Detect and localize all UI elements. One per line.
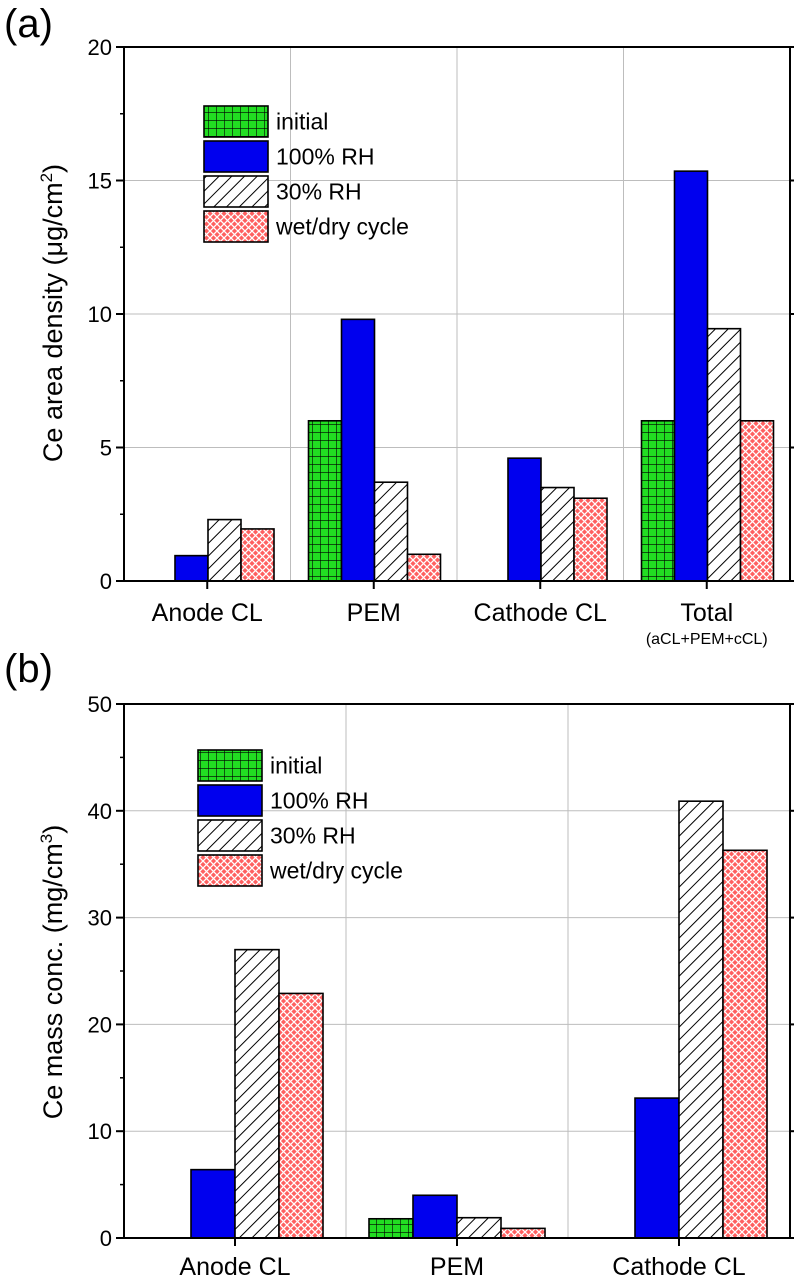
legend-a: initial 100% RH 30% RH wet/dry cycle	[203, 105, 409, 243]
bar-initial-pem	[368, 1217, 414, 1239]
legend-swatch-wet-dry-cycle	[203, 210, 269, 243]
y-tick-label: 15	[88, 169, 112, 194]
legend-label: initial	[270, 753, 322, 779]
legend-label: wet/dry cycle	[275, 214, 409, 240]
legend-label: wet/dry cycle	[269, 858, 403, 884]
y-tick-label: 5	[100, 436, 112, 461]
y-tick-label: 20	[88, 35, 112, 60]
bar-wet-dry-cycle-total	[739, 419, 775, 582]
bar-100-rh-anode-cl	[190, 1168, 236, 1239]
y-tick-label: 20	[88, 1012, 112, 1037]
axes-a: 0 5 10 15 20 Anode CL PEM Cathode CL Total (aCL+P…	[88, 35, 794, 648]
legend-label: initial	[276, 109, 328, 135]
legend-swatch-initial	[197, 749, 263, 782]
panel-label-b: (b)	[4, 647, 53, 691]
y-tick-label: 0	[100, 569, 112, 594]
y-tick-label: 0	[100, 1226, 112, 1251]
bar-wet-dry-cycle-cathode-cl	[573, 497, 608, 582]
y-tick-label: 10	[88, 302, 112, 327]
bar-30-rh-pem	[456, 1216, 502, 1239]
legend-swatch-100-rh	[197, 784, 263, 817]
bar-30-rh-cathode-cl	[540, 486, 575, 582]
bar-wet-dry-cycle-anode-cl	[278, 992, 324, 1239]
panel-a: (a) 0 5 10 15 20 Anode CL PEM Cathode CL Total (a…	[4, 2, 794, 648]
y-axis-label-b: Ce mass conc. (mg/cm3)	[37, 825, 68, 1120]
bars-a	[174, 170, 775, 582]
x-tick-label: Total	[680, 599, 733, 627]
axes-b: 0 10 20 30 40 50 Anode CL PEM Cathode CL	[88, 692, 794, 1280]
bars-b	[190, 800, 768, 1239]
bar-30-rh-cathode-cl	[678, 800, 724, 1239]
y-tick-label: 30	[88, 906, 112, 931]
bar-wet-dry-cycle-pem	[406, 553, 442, 582]
x-tick-sublabel: (aCL+PEM+cCL)	[646, 631, 768, 648]
bar-100-rh-pem	[340, 318, 376, 582]
panel-b: (b) 0 10 20 30 40 50 Anode CL PEM Cathode CL Ce …	[4, 647, 794, 1280]
legend-swatch-wet-dry-cycle	[197, 854, 263, 887]
legend-label: 30% RH	[270, 823, 356, 849]
bar-100-rh-cathode-cl	[507, 457, 542, 582]
bar-30-rh-total	[706, 327, 742, 582]
bar-30-rh-pem	[373, 481, 409, 582]
legend-swatch-30-rh	[197, 819, 263, 852]
bar-wet-dry-cycle-cathode-cl	[722, 849, 768, 1239]
legend-b: initial 100% RH 30% RH wet/dry cycle	[197, 749, 403, 887]
bar-100-rh-pem	[412, 1194, 458, 1239]
x-tick-label: PEM	[430, 1253, 484, 1280]
x-tick-label: Cathode CL	[474, 599, 608, 627]
bar-30-rh-anode-cl	[207, 518, 242, 582]
x-tick-label: Cathode CL	[612, 1253, 746, 1280]
bar-100-rh-total	[673, 170, 709, 582]
legend-swatch-30-rh	[203, 175, 269, 208]
y-tick-label: 10	[88, 1119, 112, 1144]
bar-wet-dry-cycle-anode-cl	[240, 528, 275, 582]
y-tick-label: 50	[88, 692, 112, 717]
legend-swatch-100-rh	[203, 140, 269, 173]
legend-label: 30% RH	[276, 179, 362, 205]
x-tick-label: Anode CL	[179, 1253, 290, 1280]
bar-wet-dry-cycle-pem	[500, 1227, 546, 1239]
bar-100-rh-anode-cl	[174, 554, 209, 582]
legend-swatch-initial	[203, 105, 269, 138]
x-tick-label: Anode CL	[152, 599, 263, 627]
panel-label-a: (a)	[4, 2, 53, 46]
bar-100-rh-cathode-cl	[634, 1097, 680, 1239]
bar-initial-pem	[307, 419, 343, 582]
y-axis-label-a: Ce area density (μg/cm2)	[37, 164, 68, 462]
bar-initial-total	[640, 419, 676, 582]
legend-label: 100% RH	[270, 788, 368, 814]
bar-30-rh-anode-cl	[234, 948, 280, 1239]
y-tick-label: 40	[88, 799, 112, 824]
legend-label: 100% RH	[276, 144, 374, 170]
x-tick-label: PEM	[347, 599, 401, 627]
